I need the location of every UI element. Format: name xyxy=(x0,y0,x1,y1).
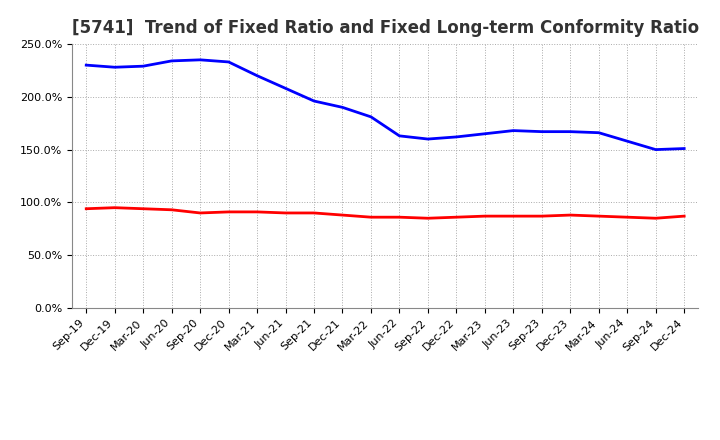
Line: Fixed Long-term Conformity Ratio: Fixed Long-term Conformity Ratio xyxy=(86,208,684,218)
Fixed Long-term Conformity Ratio xyxy=(423,216,432,221)
Fixed Ratio xyxy=(566,129,575,134)
Fixed Long-term Conformity Ratio xyxy=(310,210,318,216)
Fixed Ratio xyxy=(423,136,432,142)
Fixed Long-term Conformity Ratio xyxy=(366,215,375,220)
Fixed Ratio xyxy=(595,130,603,136)
Line: Fixed Ratio: Fixed Ratio xyxy=(86,60,684,150)
Fixed Long-term Conformity Ratio xyxy=(110,205,119,210)
Fixed Long-term Conformity Ratio xyxy=(139,206,148,211)
Fixed Ratio xyxy=(509,128,518,133)
Fixed Ratio xyxy=(310,99,318,104)
Fixed Long-term Conformity Ratio xyxy=(253,209,261,215)
Fixed Ratio xyxy=(680,146,688,151)
Fixed Long-term Conformity Ratio xyxy=(225,209,233,215)
Fixed Ratio xyxy=(253,73,261,78)
Fixed Ratio xyxy=(139,63,148,69)
Fixed Ratio xyxy=(282,86,290,91)
Fixed Ratio xyxy=(338,105,347,110)
Fixed Ratio xyxy=(366,114,375,120)
Fixed Long-term Conformity Ratio xyxy=(652,216,660,221)
Fixed Long-term Conformity Ratio xyxy=(196,210,204,216)
Fixed Ratio xyxy=(196,57,204,62)
Fixed Ratio xyxy=(110,65,119,70)
Fixed Long-term Conformity Ratio xyxy=(509,213,518,219)
Fixed Ratio xyxy=(480,131,489,136)
Fixed Long-term Conformity Ratio xyxy=(680,213,688,219)
Title: [5741]  Trend of Fixed Ratio and Fixed Long-term Conformity Ratio: [5741] Trend of Fixed Ratio and Fixed Lo… xyxy=(71,19,699,37)
Fixed Long-term Conformity Ratio xyxy=(395,215,404,220)
Fixed Ratio xyxy=(452,134,461,139)
Fixed Ratio xyxy=(225,59,233,65)
Fixed Long-term Conformity Ratio xyxy=(537,213,546,219)
Fixed Long-term Conformity Ratio xyxy=(282,210,290,216)
Fixed Ratio xyxy=(82,62,91,68)
Fixed Ratio xyxy=(623,139,631,144)
Fixed Long-term Conformity Ratio xyxy=(452,215,461,220)
Fixed Long-term Conformity Ratio xyxy=(480,213,489,219)
Fixed Long-term Conformity Ratio xyxy=(82,206,91,211)
Fixed Long-term Conformity Ratio xyxy=(338,213,347,218)
Fixed Long-term Conformity Ratio xyxy=(167,207,176,213)
Fixed Ratio xyxy=(395,133,404,139)
Fixed Long-term Conformity Ratio xyxy=(623,215,631,220)
Fixed Long-term Conformity Ratio xyxy=(595,213,603,219)
Fixed Ratio xyxy=(167,58,176,63)
Fixed Long-term Conformity Ratio xyxy=(566,213,575,218)
Fixed Ratio xyxy=(652,147,660,152)
Fixed Ratio xyxy=(537,129,546,134)
